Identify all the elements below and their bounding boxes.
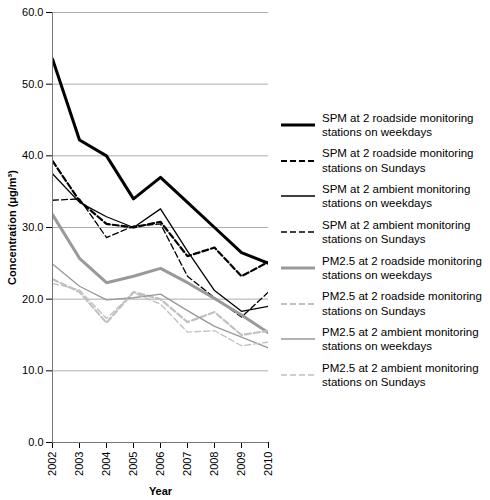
svg-text:2007: 2007: [181, 452, 193, 476]
html-text:PM2.5 at 2 roadside monitoring: PM2.5 at 2 roadside monitoring stations …: [322, 254, 482, 281]
svg-text:0.0: 0.0: [28, 436, 43, 448]
html-text:SPM at 2 ambient monitoring st: SPM at 2 ambient monitoring stations on …: [322, 183, 471, 210]
svg-text:30.0: 30.0: [22, 221, 43, 233]
svg-text:60.0: 60.0: [22, 6, 43, 18]
svg-text:2002: 2002: [46, 452, 58, 476]
svg-text:2008: 2008: [208, 452, 220, 476]
html-text:PM2.5 at 2 ambient monitoring: PM2.5 at 2 ambient monitoring stations o…: [322, 326, 479, 353]
html-text:PM2.5 at 2 roadside monitoring: PM2.5 at 2 roadside monitoring stations …: [322, 290, 482, 317]
html-text:SPM at 2 roadside monitoring s: SPM at 2 roadside monitoring stations on…: [322, 111, 474, 138]
svg-text:20.0: 20.0: [22, 293, 43, 305]
html-text:SPM at 2 roadside monitoring s: SPM at 2 roadside monitoring stations on…: [322, 147, 474, 174]
svg-text:Year: Year: [149, 485, 173, 497]
html-text:SPM at 2 ambient monitoring st: SPM at 2 ambient monitoring stations on …: [322, 218, 471, 246]
svg-text:2005: 2005: [127, 452, 139, 476]
html-text:PM2.5 at 2 ambient monitoring: PM2.5 at 2 ambient monitoring stations o…: [322, 361, 479, 389]
svg-text:Concentration (μg/m³): Concentration (μg/m³): [6, 170, 18, 285]
svg-text:2010: 2010: [262, 452, 274, 476]
svg-text:2003: 2003: [73, 452, 85, 476]
svg-text:10.0: 10.0: [22, 364, 43, 376]
svg-text:50.0: 50.0: [22, 78, 43, 90]
svg-text:2006: 2006: [154, 452, 166, 476]
svg-text:2004: 2004: [100, 452, 112, 476]
svg-text:40.0: 40.0: [22, 149, 43, 161]
svg-text:2009: 2009: [235, 452, 247, 476]
